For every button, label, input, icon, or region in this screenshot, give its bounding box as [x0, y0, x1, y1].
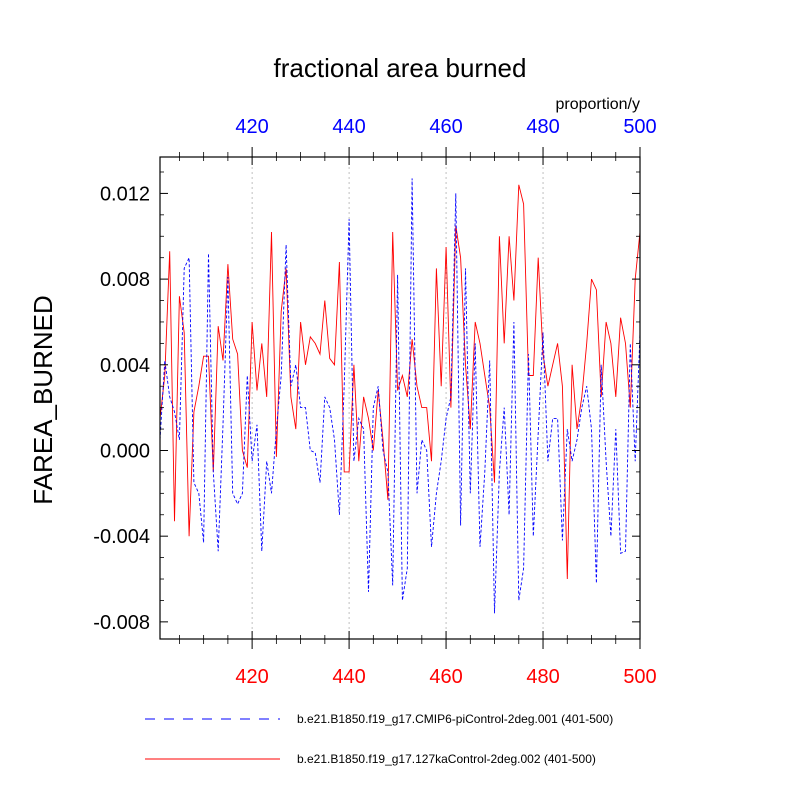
ticks: -0.008 -0.004 0.000 0.004 0.008 0.012 420 420 44…: [93, 116, 656, 688]
chart-title: fractional area burned: [274, 53, 527, 83]
x-tick-label-bottom: 480: [526, 666, 559, 688]
y-tick-label: 0.008: [100, 269, 150, 291]
y-tick-label: -0.004: [93, 526, 150, 548]
series-layer: [159, 178, 641, 614]
legend: b.e21.B1850.f19_g17.CMIP6-piControl-2deg…: [145, 712, 613, 766]
x-tick-label-bottom: 420: [235, 666, 268, 688]
y-tick-label: 0.004: [100, 355, 150, 377]
y-axis-label: FAREA_BURNED: [28, 295, 58, 505]
x-tick-label-bottom: 440: [332, 666, 365, 688]
x-tick-label-bottom: 500: [623, 666, 656, 688]
legend-label-0: b.e21.B1850.f19_g17.CMIP6-piControl-2deg…: [297, 712, 613, 726]
x-tick-label-top: 480: [526, 116, 559, 138]
x-tick-label-bottom: 460: [429, 666, 462, 688]
y-tick-label: -0.008: [93, 612, 150, 634]
series-line-piControl: [159, 178, 641, 614]
y-tick-label: 0.000: [100, 440, 150, 462]
axes: [159, 156, 641, 640]
x-tick-label-top: 440: [332, 116, 365, 138]
series-line-127ka: [159, 184, 641, 580]
x-tick-label-top: 420: [235, 116, 268, 138]
plot-frame: [159, 156, 641, 640]
x-tick-label-top: 460: [429, 116, 462, 138]
units-label: proportion/y: [556, 96, 641, 113]
legend-label-1: b.e21.B1850.f19_g17.127kaControl-2deg.00…: [297, 752, 596, 766]
y-tick-label: 0.012: [100, 183, 150, 205]
grid: [251, 157, 544, 639]
x-tick-label-top: 500: [623, 116, 656, 138]
